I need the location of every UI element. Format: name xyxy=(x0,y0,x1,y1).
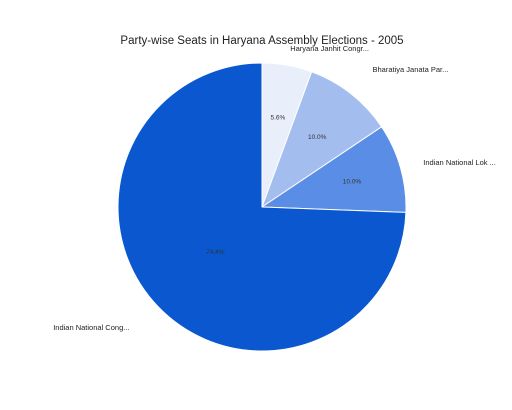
pie-slice xyxy=(117,62,407,352)
pie-slices xyxy=(117,62,407,352)
slice-percent-labels: 5.6% 10.0% 10.0% 74.4% xyxy=(206,115,361,256)
slice-percent-label: 10.0% xyxy=(308,134,327,141)
slice-category-label: Haryana Janhit Congr... xyxy=(290,44,369,53)
slice-percent-label: 5.6% xyxy=(270,115,285,122)
pie-slice xyxy=(261,71,383,209)
slice-percent-label: 74.4% xyxy=(206,249,225,256)
slice-callout-labels: Haryana Janhit Congr... Bharatiya Janata … xyxy=(53,44,496,332)
slice-category-label: Indian National Lok ... xyxy=(423,158,496,167)
slice-category-label: Bharatiya Janata Par... xyxy=(373,65,449,74)
chart-title: Party-wise Seats in Haryana Assembly Ele… xyxy=(120,35,403,47)
slice-category-label: Indian National Cong... xyxy=(53,323,129,332)
slice-percent-label: 10.0% xyxy=(343,179,362,186)
pie-slice xyxy=(260,126,407,213)
